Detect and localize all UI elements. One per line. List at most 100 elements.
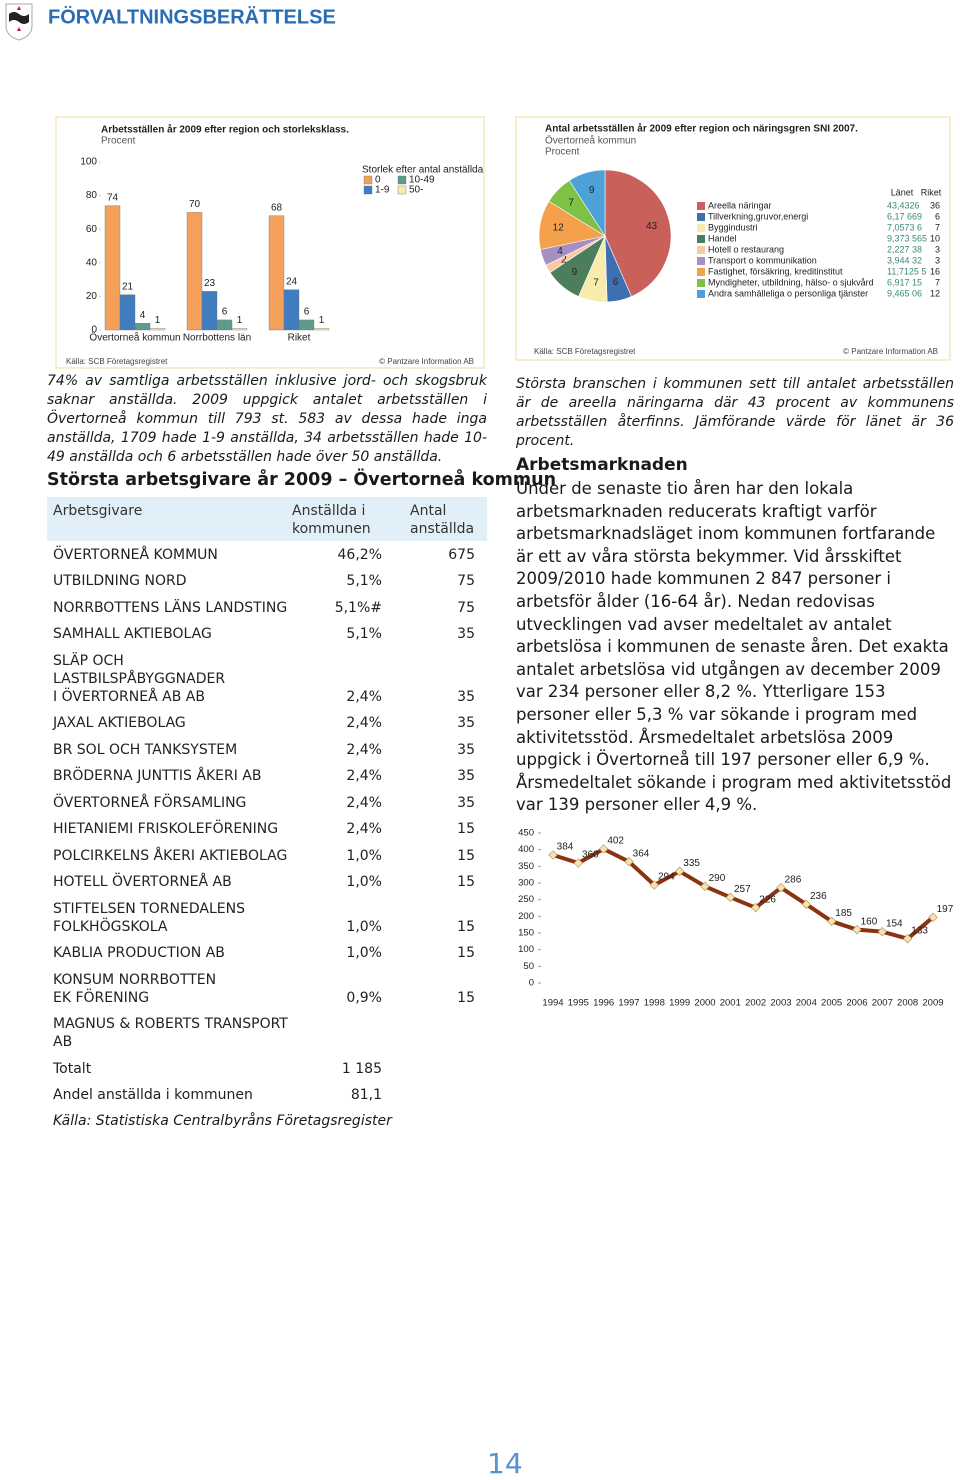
x-tick-label: Norrbottens län [183, 333, 251, 344]
logo [5, 3, 33, 41]
data-label: 364 [633, 848, 650, 859]
table-cell: 35 [457, 768, 475, 784]
table-cell: HOTELL ÖVERTORNEÅ AB [53, 874, 232, 890]
table-cell: 2,4% [346, 688, 382, 705]
table-cell: 2,4% [346, 821, 382, 837]
y-tick-label: 80 [86, 190, 98, 201]
y-tick-label: 200 [518, 911, 534, 922]
table-row: HOTELL ÖVERTORNEÅ AB 1,0% 15 [53, 873, 483, 891]
bar-label: 24 [286, 276, 298, 287]
bar-label: 23 [204, 278, 216, 289]
table-cell: 0,9% [346, 989, 382, 1006]
table-row: UTBILDNING NORD 5,1% 75 [53, 572, 483, 590]
riket-value: 6 [935, 211, 940, 221]
table-cell: 15 [457, 918, 475, 935]
table-cell: 75 [457, 599, 475, 616]
bar [268, 215, 285, 331]
table-cell: JAXAL AKTIEBOLAG [53, 715, 186, 731]
y-tick-label: 300 [518, 878, 534, 889]
bar-label: 6 [304, 307, 310, 318]
line-marker [674, 866, 685, 877]
y-tick-label: 400 [518, 844, 534, 855]
table-cell: KONSUM NORRBOTTEN EK FÖRENING [53, 971, 217, 1006]
legend-label: Areella näringar [708, 200, 772, 210]
bar [313, 328, 330, 331]
bar [149, 328, 166, 331]
page-number: 14 [487, 1447, 523, 1480]
table-row: BR SOL OCH TANKSYSTEM 2,4% 35 [53, 741, 483, 759]
line-marker [801, 899, 811, 910]
legend-swatch [697, 279, 705, 287]
table-cell: 35 [457, 741, 475, 758]
pie-label: 4 [557, 246, 563, 257]
table-cell: KABLIA PRODUCTION AB [53, 945, 225, 961]
riket-value: 3 [935, 244, 940, 254]
bar-label: 21 [122, 281, 134, 292]
column-header: Länet [891, 187, 914, 197]
legend-swatch [697, 235, 705, 243]
table-row: BRÖDERNA JUNTTIS ÅKERI AB 2,4% 35 [53, 767, 483, 785]
table-cell: 5,1% [346, 573, 382, 589]
data-label: 160 [861, 916, 878, 927]
pie-label: 12 [553, 222, 565, 233]
data-label: 185 [835, 908, 852, 919]
table-cell: SLÄP OCH LASTBILSPÅBYGGNADER I ÖVERTORNE… [53, 652, 226, 705]
legend-swatch [397, 185, 407, 195]
y-tick-label: 0 [529, 978, 534, 989]
data-label: 360 [582, 850, 599, 861]
pie-slice [568, 169, 606, 238]
pie-slice [604, 169, 672, 297]
y-tick-label: 100 [80, 157, 97, 168]
bar [104, 205, 121, 331]
header-title: FÖRVALTNINGSBERÄTTELSE [48, 5, 336, 28]
line-marker [700, 881, 710, 892]
column-header: Riket [921, 187, 942, 197]
legend-swatch [697, 268, 705, 276]
y-tick-label: 60 [86, 224, 98, 235]
table-row: SAMHALL AKTIEBOLAG 5,1% 35 [53, 625, 483, 643]
table-cell: POLCIRKELNS ÅKERI AKTIEBOLAG [53, 847, 288, 864]
table-cell: 1,0% [346, 945, 382, 961]
data-label: 335 [683, 858, 700, 869]
legend-label: Transport o kommunikation [708, 255, 817, 265]
bar [134, 323, 151, 331]
x-tick-label: 2004 [796, 998, 817, 1009]
legend-swatch [697, 257, 705, 265]
bar [119, 294, 136, 331]
legend-label: Hotell o restaurang [708, 244, 784, 254]
lan-value: 6,17 669 [887, 211, 922, 221]
data-label: 197 [937, 904, 954, 915]
source: Källa: SCB Företagsregistret [66, 357, 168, 366]
credit: © Pantzare Information AB [843, 347, 938, 356]
table-row: SLÄP OCH LASTBILSPÅBYGGNADER I ÖVERTORNE… [53, 652, 483, 706]
table-row: KABLIA PRODUCTION AB 1,0% 15 [53, 944, 483, 962]
table-body: ÖVERTORNEÅ KOMMUN 46,2% 675 UTBILDNING NORD… [53, 537, 483, 1130]
bar [216, 319, 233, 331]
data-label: 402 [607, 836, 624, 847]
table-row: POLCIRKELNS ÅKERI AKTIEBOLAG 1,0% 15 [53, 847, 483, 865]
bar-label: 68 [271, 202, 283, 213]
table-cell: 35 [457, 626, 475, 642]
table-cell: 1,0% [346, 874, 382, 890]
table-cell: 81,1 [350, 1087, 382, 1103]
riket-value: 10 [930, 233, 940, 243]
bar-label: 1 [237, 315, 243, 326]
pie-label: 9 [572, 267, 578, 278]
legend-label: Byggindustri [708, 222, 758, 232]
table-cell: 35 [457, 715, 475, 731]
chart-subtitle: Övertorneå kommun [545, 135, 636, 147]
table-title: Största arbetsgivare år 2009 – Övertorne… [47, 470, 557, 490]
table-cell: NORRBOTTENS LÄNS LANDSTING [53, 599, 288, 616]
x-tick-label: 1994 [542, 998, 563, 1009]
legend-label: Tillverkning,gruvor,energi [708, 211, 808, 221]
line-marker [725, 892, 735, 903]
line-marker [649, 880, 659, 890]
bar-label: 70 [189, 199, 201, 210]
table-row: Andel anställda i kommunen 81,1 [53, 1086, 483, 1104]
chart-title: Arbetsställen år 2009 efter region och s… [101, 124, 349, 136]
legend-swatch [697, 202, 705, 210]
column-header: Anställda i kommunen [292, 503, 371, 537]
legend-label: 10-49 [409, 175, 435, 186]
